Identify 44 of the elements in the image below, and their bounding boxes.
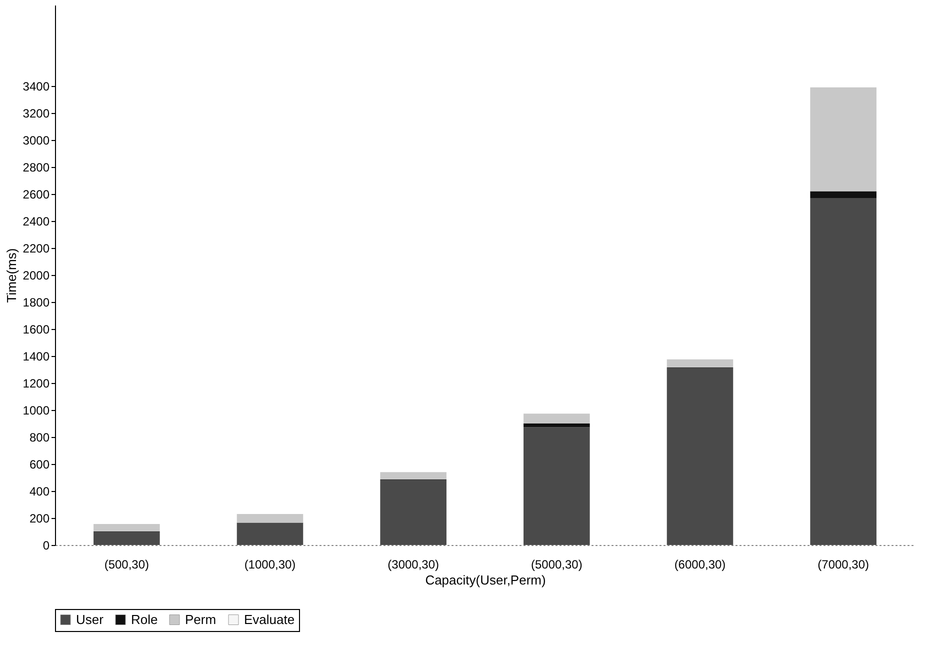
bar bbox=[524, 427, 590, 545]
bar bbox=[380, 472, 446, 480]
bar bbox=[524, 424, 590, 428]
bar bbox=[236, 514, 304, 523]
bar bbox=[524, 414, 590, 424]
legend-label: Role bbox=[131, 612, 158, 627]
legend-label: User bbox=[76, 612, 104, 627]
y-tick-label: 600 bbox=[29, 458, 50, 472]
y-tick-label: 1800 bbox=[22, 296, 50, 310]
x-tick-label: (6000,30) bbox=[674, 558, 726, 572]
bar bbox=[810, 198, 876, 545]
bar bbox=[380, 480, 446, 545]
bar bbox=[94, 532, 160, 545]
x-tick-label: (3000,30) bbox=[388, 558, 440, 572]
y-tick-label: 2600 bbox=[22, 188, 50, 202]
y-tick-label: 400 bbox=[29, 484, 50, 498]
legend-label: Evaluate bbox=[244, 612, 295, 627]
y-tick-label: 2800 bbox=[22, 160, 50, 174]
y-tick-label: 1400 bbox=[22, 350, 50, 364]
y-tick-label: 0 bbox=[42, 538, 50, 552]
y-tick-label: 200 bbox=[29, 512, 50, 526]
y-tick-label: 3000 bbox=[22, 134, 50, 148]
x-tick-label: (7000,30) bbox=[818, 558, 870, 572]
x-tick-label: (1000,30) bbox=[244, 558, 296, 572]
bar bbox=[666, 368, 734, 545]
bar bbox=[94, 524, 160, 532]
y-tick-label: 800 bbox=[29, 430, 50, 444]
x-axis-title: Capacity(User,Perm) bbox=[425, 572, 546, 588]
y-tick-label: 1600 bbox=[22, 322, 50, 336]
y-tick-label: 2400 bbox=[22, 214, 50, 228]
y-tick-label: 3400 bbox=[22, 80, 50, 94]
bar bbox=[810, 87, 876, 192]
y-tick-label: 3200 bbox=[22, 106, 50, 120]
y-tick-label: 1200 bbox=[22, 376, 50, 390]
bar bbox=[666, 359, 734, 368]
x-tick-label: (5000,30) bbox=[530, 558, 582, 572]
legend-label: Perm bbox=[185, 612, 216, 627]
y-tick-label: 1000 bbox=[22, 404, 50, 418]
x-tick-label: (500,30) bbox=[104, 558, 150, 572]
y-tick-label: 2200 bbox=[22, 242, 50, 256]
y-axis-title: Time(ms) bbox=[4, 248, 19, 303]
bar bbox=[810, 191, 876, 198]
bar bbox=[236, 523, 304, 545]
y-tick-label: 2000 bbox=[22, 268, 50, 282]
